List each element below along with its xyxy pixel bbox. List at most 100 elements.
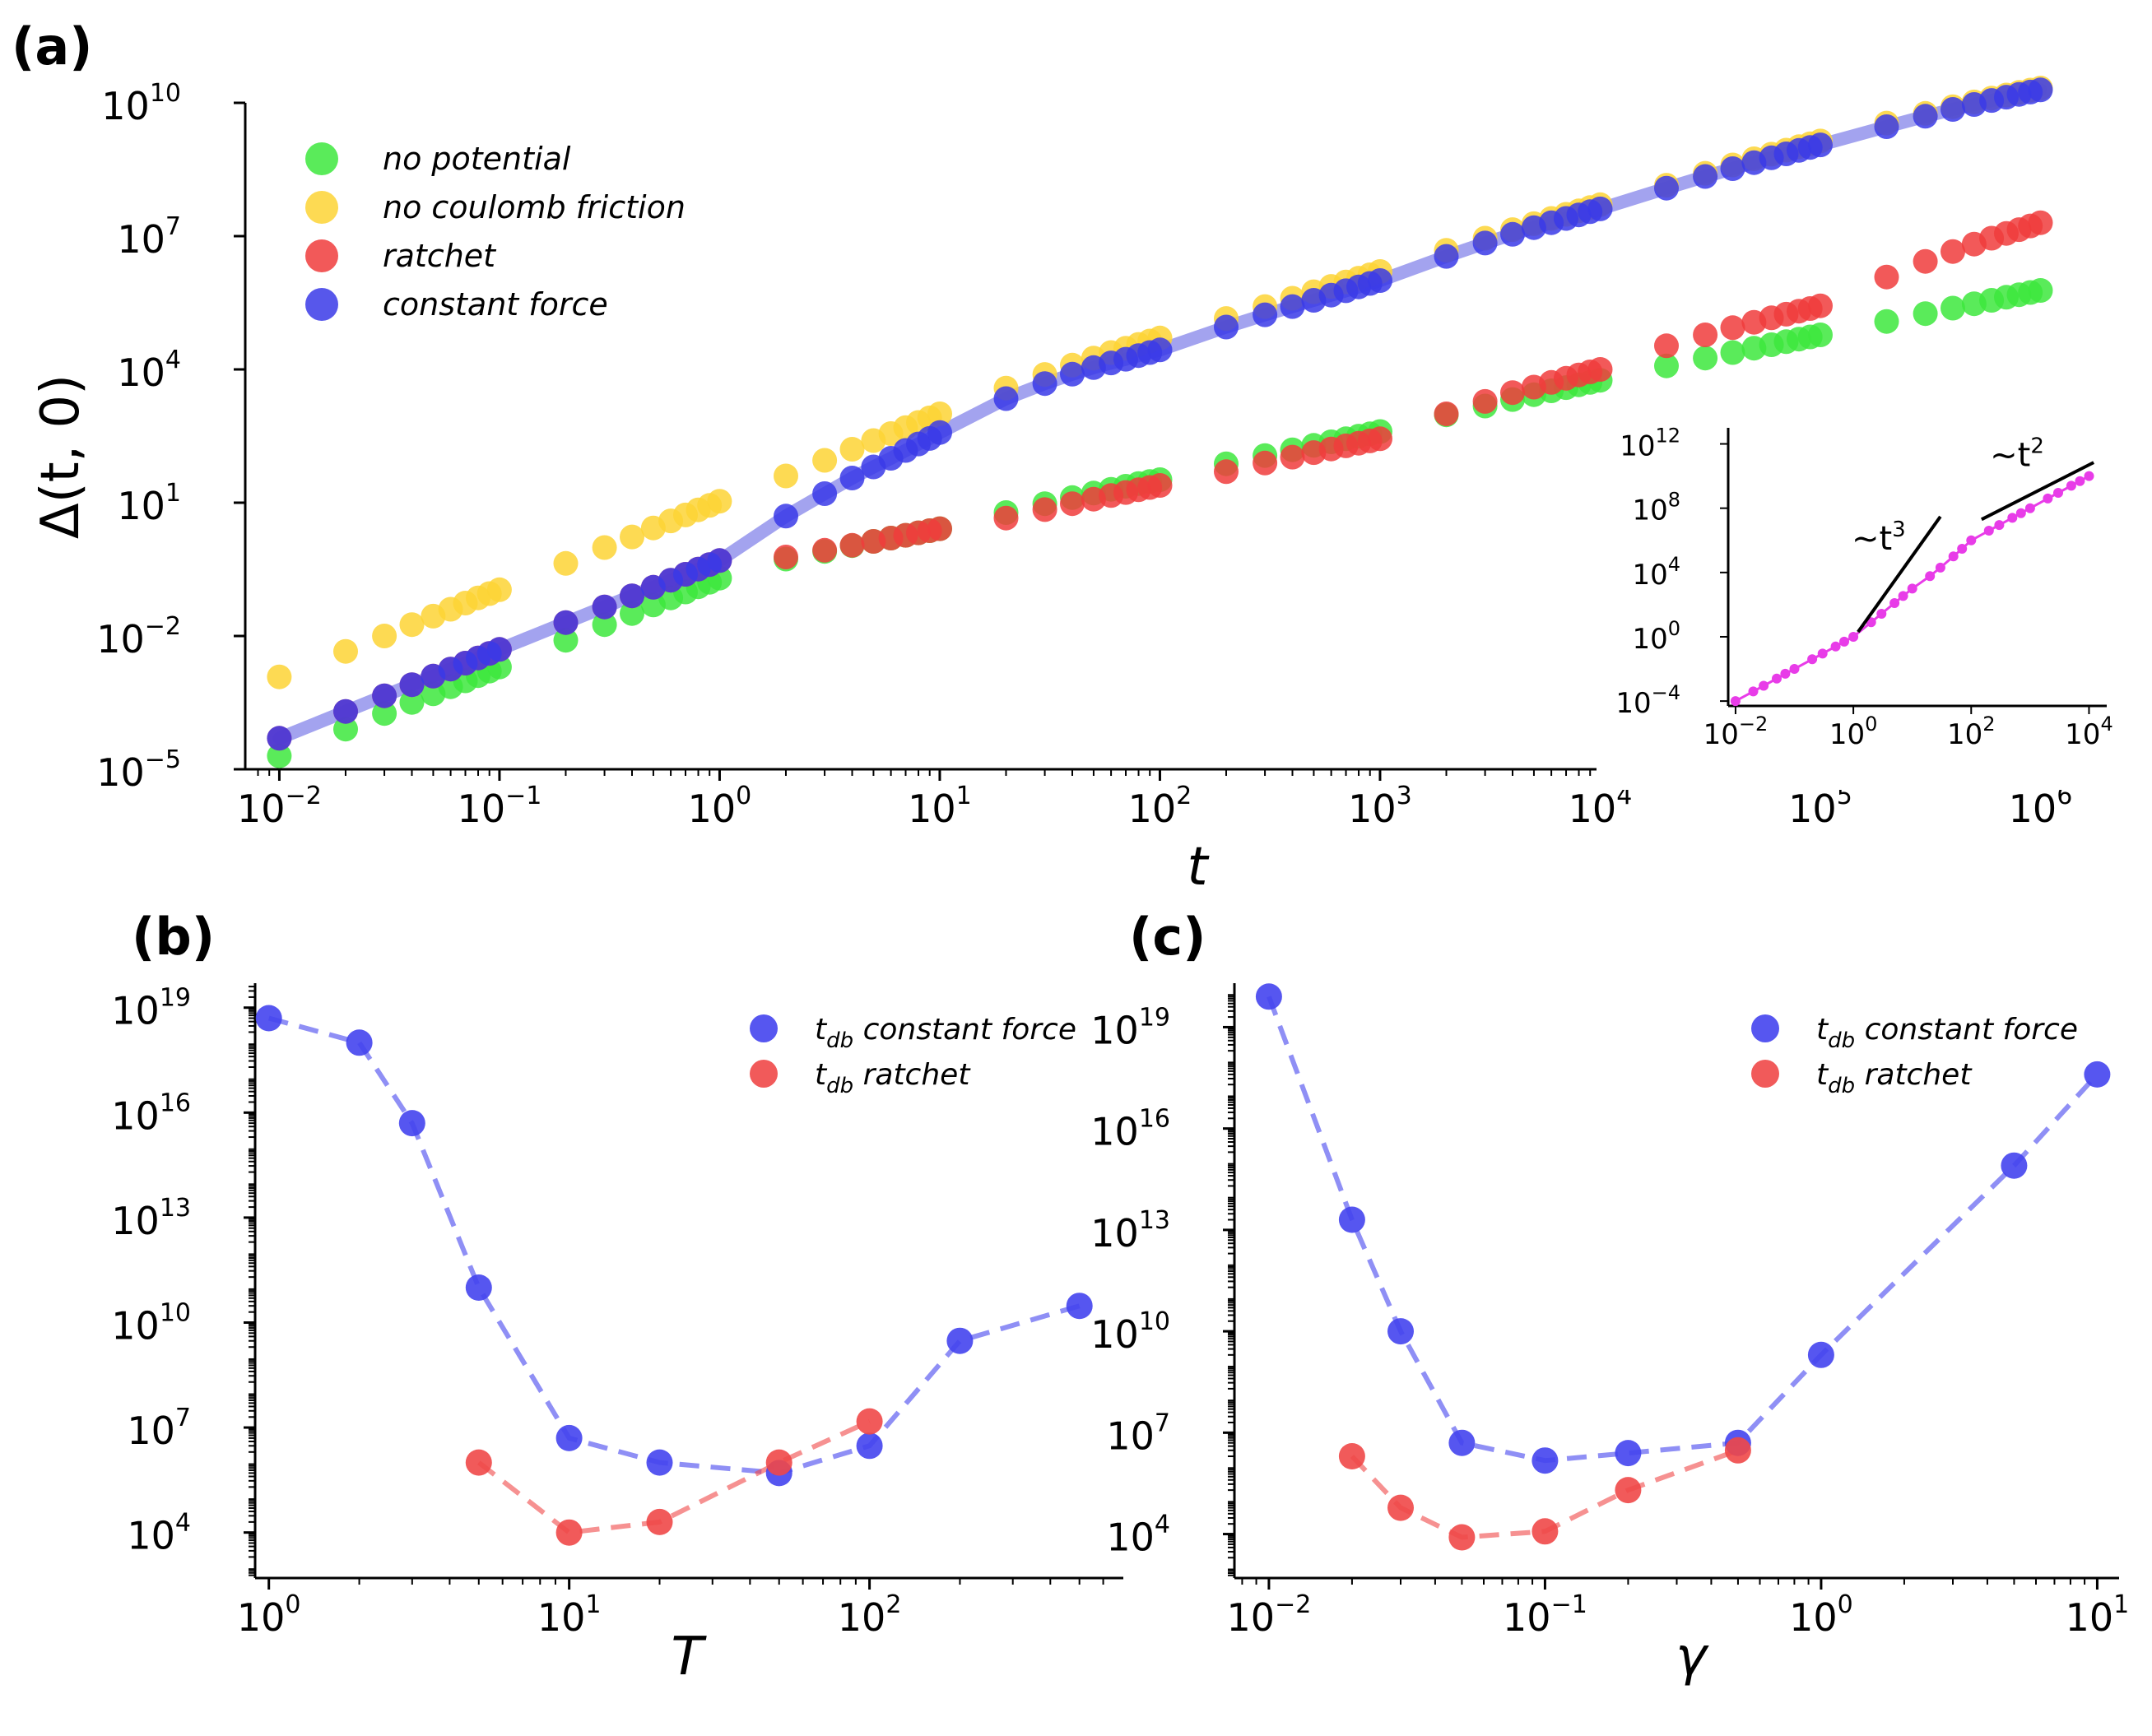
inset-data-point bbox=[1830, 641, 1841, 652]
c-y-tick-label: 1013 bbox=[1090, 1206, 1170, 1256]
b-y-tick-label: 104 bbox=[127, 1509, 191, 1558]
data-point bbox=[592, 594, 617, 620]
c-y-tick-label: 104 bbox=[1106, 1511, 1170, 1560]
c-x-tick-label: 10−1 bbox=[1503, 1590, 1587, 1640]
data-point bbox=[812, 481, 838, 506]
data-point bbox=[255, 1005, 282, 1032]
inset-slope-label: ~t3 bbox=[1852, 518, 1906, 558]
data-point bbox=[372, 701, 397, 726]
inset-data-point bbox=[1848, 632, 1859, 642]
data-point bbox=[1531, 1518, 1559, 1545]
panel-a-series-constant-force bbox=[267, 77, 2053, 751]
a-y-tick-label: 107 bbox=[117, 212, 181, 262]
legend-marker bbox=[750, 1060, 778, 1088]
panel-b-axes bbox=[253, 983, 1123, 1580]
data-point bbox=[1693, 346, 1718, 371]
a-x-tick-label: 10−2 bbox=[237, 782, 322, 831]
panel-c-lines bbox=[1267, 996, 2099, 1540]
data-point bbox=[2028, 278, 2053, 303]
panel-a: 10−2 10−1 100 101 102 103 104 105 106 10−5 10−2 101… bbox=[30, 76, 2140, 898]
inset-data-point bbox=[2043, 493, 2053, 504]
data-point bbox=[2001, 1152, 2028, 1179]
b-dashed-line bbox=[476, 1418, 871, 1535]
data-point bbox=[1368, 426, 1392, 452]
data-point bbox=[765, 1449, 792, 1476]
panel-label-a: (a) bbox=[12, 16, 93, 77]
data-point bbox=[1693, 323, 1718, 347]
data-point bbox=[1448, 1524, 1476, 1551]
panel-label-c: (c) bbox=[1129, 907, 1206, 967]
inset-data-point bbox=[1983, 526, 1994, 536]
data-point bbox=[993, 505, 1019, 531]
data-point bbox=[333, 638, 358, 664]
inset-data-point bbox=[1817, 648, 1828, 659]
data-point bbox=[1720, 340, 1745, 365]
inset-slope-label: ~t2 bbox=[1990, 434, 2044, 475]
legend-label: tdb ratchet bbox=[815, 1058, 971, 1098]
inset-data-point bbox=[1748, 686, 1759, 697]
data-point bbox=[372, 624, 397, 648]
data-point bbox=[486, 577, 512, 602]
data-point bbox=[620, 601, 644, 626]
data-point bbox=[1808, 323, 1833, 347]
data-point bbox=[1060, 491, 1085, 517]
data-point bbox=[1253, 302, 1278, 327]
data-point bbox=[1066, 1293, 1093, 1320]
data-point bbox=[1808, 132, 1833, 158]
inset-x-tick-label: 104 bbox=[2065, 713, 2113, 751]
legend-label: tdb constant force bbox=[1816, 1013, 2078, 1053]
c-y-tick-label: 1010 bbox=[1090, 1307, 1170, 1357]
legend-marker bbox=[305, 239, 338, 272]
inset-x-tick-label: 100 bbox=[1829, 713, 1878, 751]
data-point bbox=[2028, 210, 2053, 235]
data-point bbox=[812, 448, 838, 473]
data-point bbox=[1807, 1341, 1834, 1368]
inset-slope-line bbox=[1980, 461, 2095, 522]
data-point bbox=[2028, 77, 2053, 103]
data-point bbox=[812, 537, 838, 563]
data-point bbox=[1338, 1206, 1365, 1233]
legend-label: tdb constant force bbox=[815, 1013, 1076, 1053]
data-point bbox=[856, 1432, 883, 1460]
data-point bbox=[1032, 371, 1057, 397]
panel-c: 10−2 10−1 100 101 104 107 1010 1013 1016 1019 tdb… bbox=[1090, 983, 2129, 1687]
a-y-tick-label: 101 bbox=[117, 479, 181, 528]
panel-a-ticks: 10−2 10−1 100 101 102 103 104 105 106 10−5 10−2 101… bbox=[96, 79, 2072, 831]
a-x-tick-label: 103 bbox=[1348, 782, 1412, 831]
data-point bbox=[927, 420, 952, 445]
inset-data-point bbox=[1957, 544, 1968, 554]
panel-a-legend: no potential no coulomb friction ratchet co… bbox=[305, 141, 686, 323]
data-point bbox=[839, 532, 865, 558]
data-point bbox=[1808, 293, 1833, 318]
data-point bbox=[1214, 314, 1239, 340]
panel-b-points bbox=[255, 1005, 1093, 1546]
data-point bbox=[267, 664, 292, 689]
panel-c-x-axis-title: γ bbox=[1676, 1627, 1709, 1687]
data-point bbox=[1280, 444, 1305, 470]
data-point bbox=[1587, 357, 1613, 382]
data-point bbox=[1147, 473, 1173, 498]
a-x-tick-label: 105 bbox=[1788, 782, 1852, 831]
inset-data-point bbox=[1889, 598, 1900, 608]
a-x-tick-label: 101 bbox=[908, 782, 972, 831]
data-point bbox=[1654, 353, 1679, 378]
data-point bbox=[1368, 268, 1392, 293]
data-point bbox=[1654, 175, 1679, 201]
data-point bbox=[267, 743, 292, 768]
data-point bbox=[1693, 164, 1718, 189]
data-point bbox=[398, 1110, 425, 1137]
data-point bbox=[1874, 264, 1899, 290]
data-point bbox=[774, 504, 798, 529]
data-point bbox=[1587, 196, 1613, 221]
data-point bbox=[1472, 388, 1498, 414]
c-dashed-line bbox=[1267, 996, 2099, 1464]
c-x-tick-label: 10−2 bbox=[1227, 1590, 1312, 1640]
c-x-tick-label: 101 bbox=[2066, 1590, 2130, 1640]
data-point bbox=[1941, 97, 1965, 122]
c-y-tick-label: 1019 bbox=[1090, 1003, 1170, 1052]
inset-data-point bbox=[2075, 476, 2085, 486]
panel-a-points bbox=[267, 76, 2053, 768]
data-point bbox=[1448, 1429, 1476, 1456]
legend-marker bbox=[1751, 1014, 1779, 1042]
legend-marker bbox=[750, 1014, 778, 1042]
